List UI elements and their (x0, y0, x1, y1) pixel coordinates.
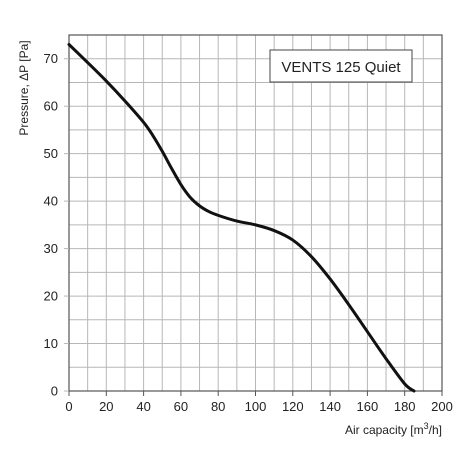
x-tick-label: 180 (394, 399, 416, 414)
y-tick-label: 20 (44, 289, 58, 304)
x-axis-label: Air capacity [m3/h] (345, 421, 442, 437)
chart-title-box: VENTS 125 Quiet (269, 49, 413, 83)
x-axis-label-main: Air capacity [m (345, 423, 424, 437)
x-tick-label: 120 (282, 399, 304, 414)
y-tick-labels: 0 10 20 30 40 50 60 70 (44, 51, 69, 399)
y-axis-label: Pressure, ΔP [Pa] (17, 40, 31, 135)
pressure-curve (67, 42, 416, 393)
x-tick-label: 0 (65, 399, 72, 414)
x-tick-label: 140 (319, 399, 341, 414)
grid (69, 35, 442, 391)
y-tick-label: 70 (44, 51, 58, 66)
x-tick-label: 200 (431, 399, 453, 414)
chart-title: VENTS 125 Quiet (281, 59, 401, 76)
y-tick-label: 60 (44, 99, 58, 114)
x-tick-label: 20 (99, 399, 113, 414)
x-axis-label-tail: /h] (429, 423, 442, 437)
x-tick-label: 160 (357, 399, 379, 414)
x-tick-labels: 0 20 40 60 80 100 120 140 160 180 200 (65, 391, 453, 414)
y-tick-label: 30 (44, 241, 58, 256)
title-box-frame (269, 49, 413, 83)
x-tick-label: 60 (174, 399, 188, 414)
x-tick-label: 80 (211, 399, 225, 414)
y-tick-label: 40 (44, 194, 58, 209)
y-tick-label: 10 (44, 336, 58, 351)
x-tick-label: 40 (136, 399, 150, 414)
y-tick-label: 0 (51, 384, 58, 399)
x-tick-label: 100 (245, 399, 267, 414)
x-axis-label-sup: 3 (424, 421, 429, 431)
y-tick-label: 50 (44, 146, 58, 161)
